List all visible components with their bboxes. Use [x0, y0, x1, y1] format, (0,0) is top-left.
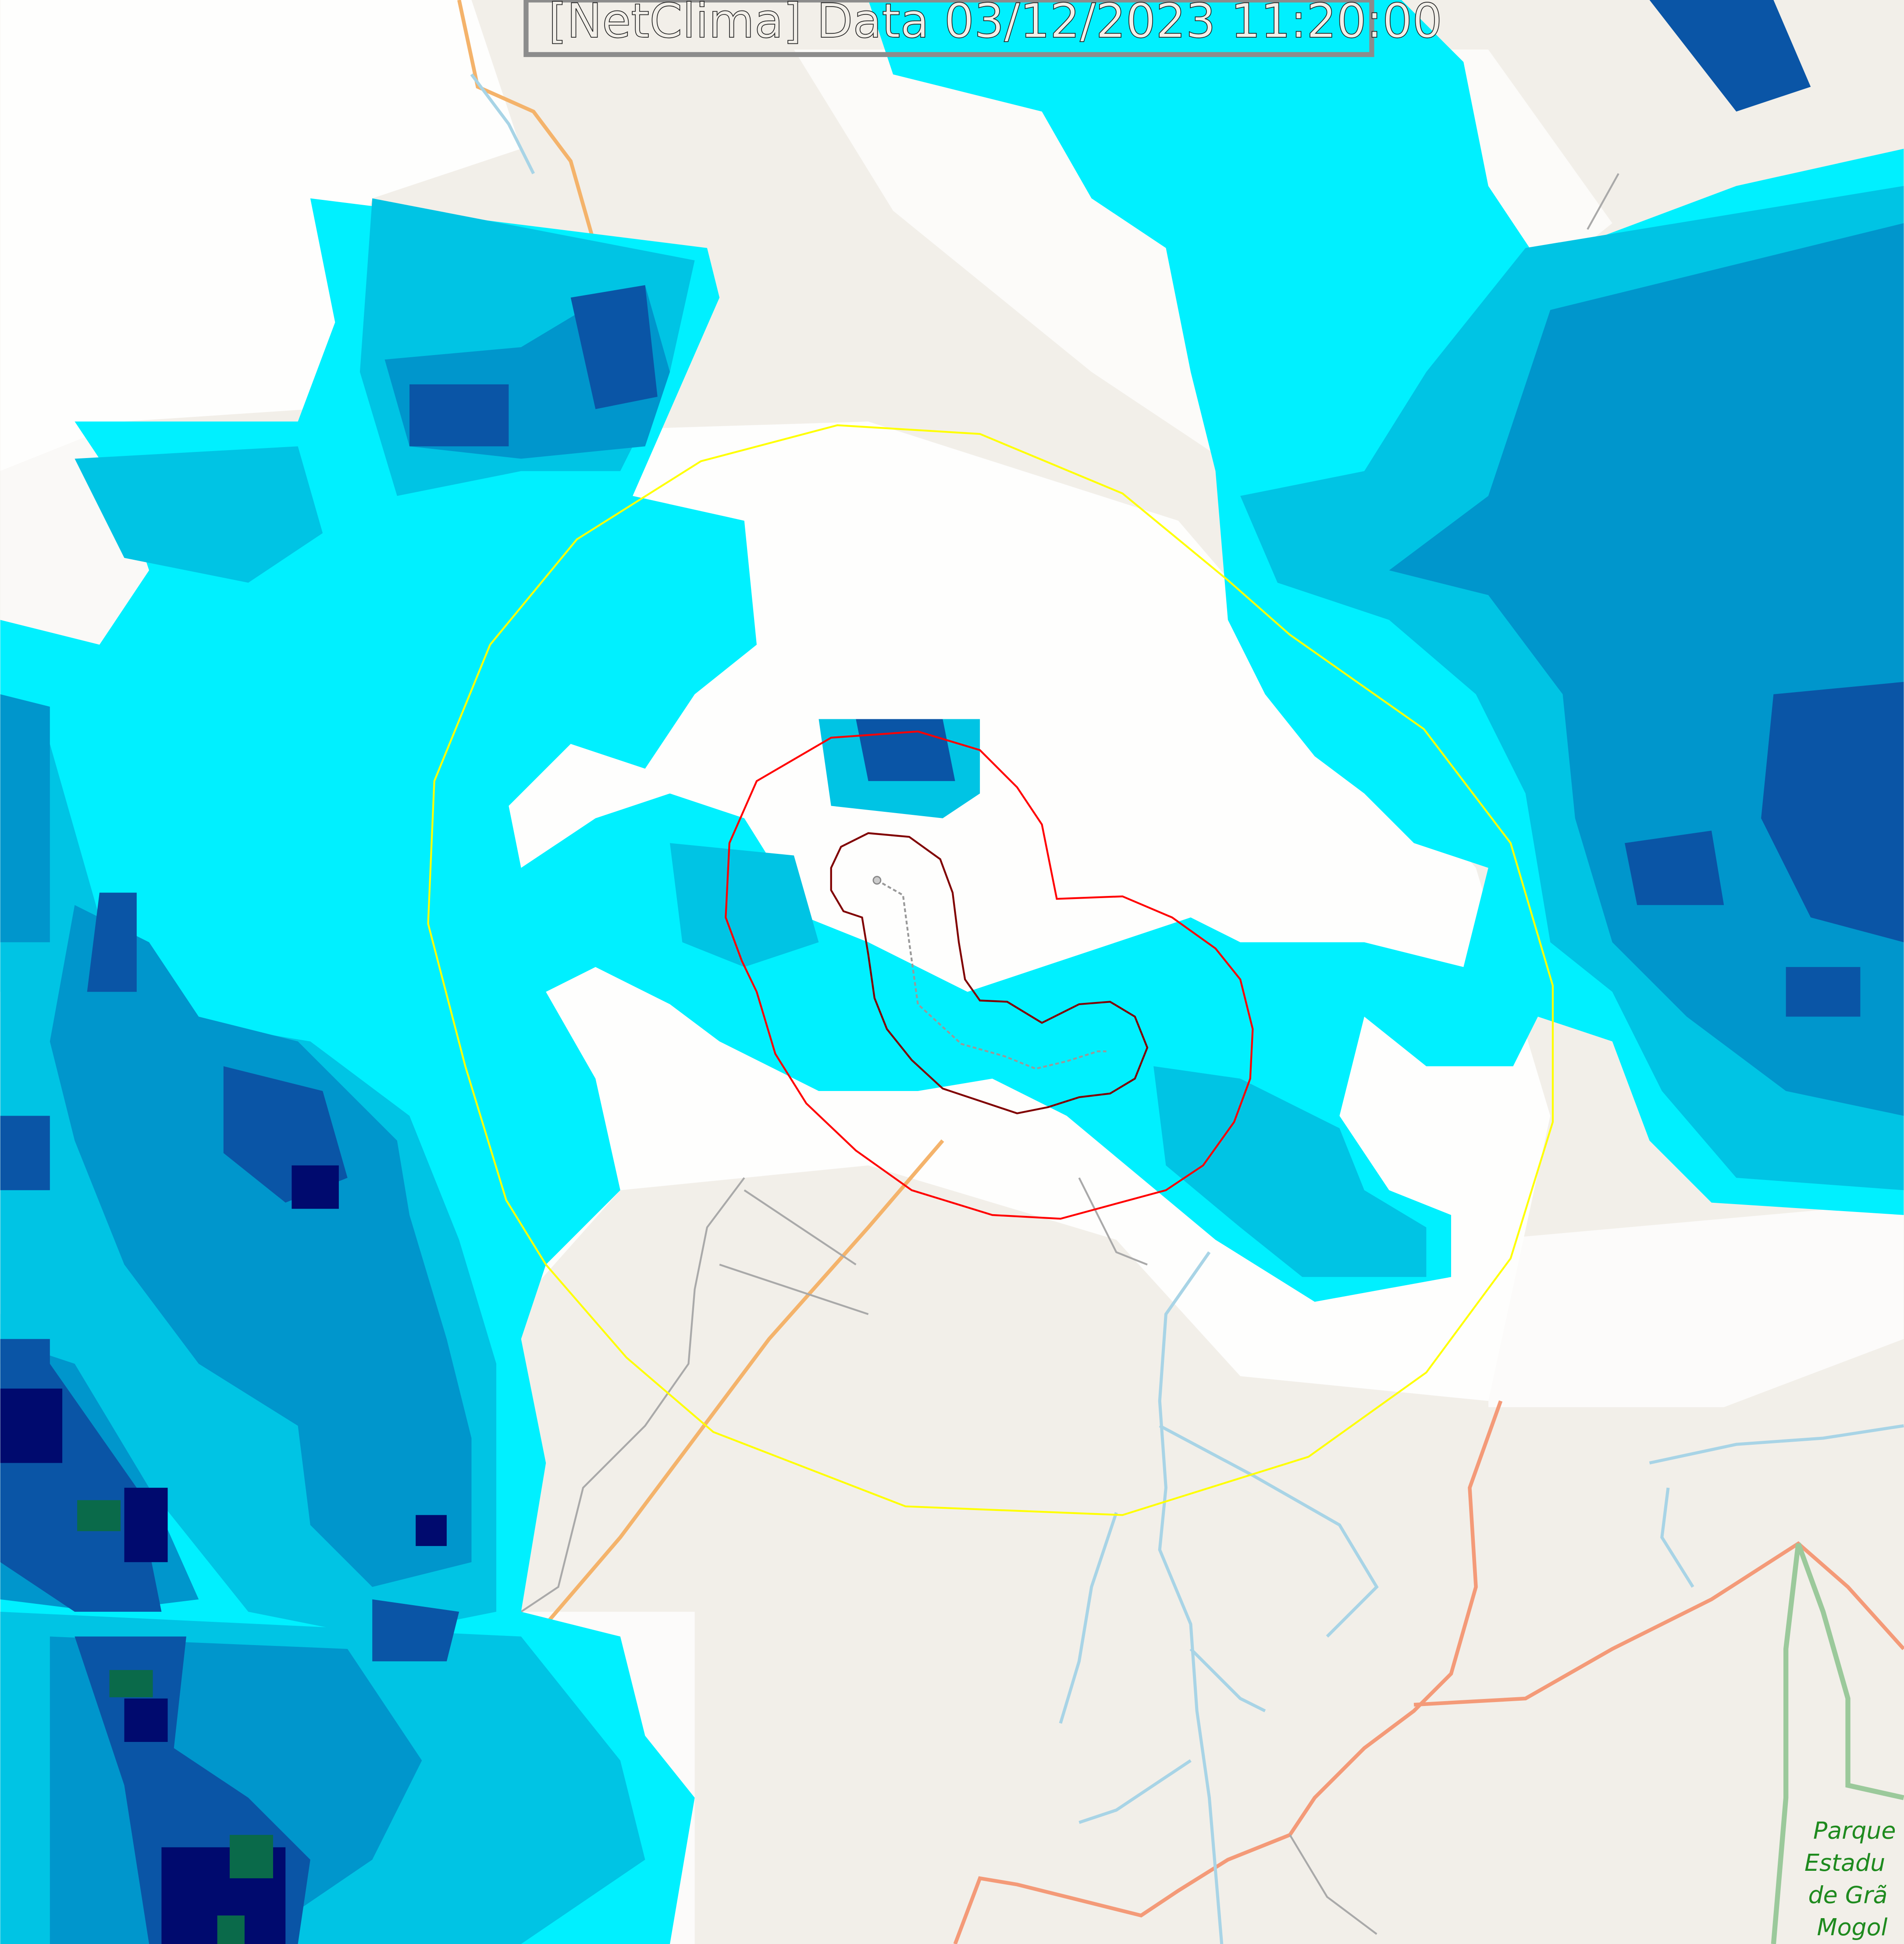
outer-range-ring — [427, 424, 1554, 1516]
storm-track-line — [876, 879, 1107, 1070]
park-boundary — [1771, 1542, 1904, 1944]
park-label: Parque Estadu de Grã Mogol — [1804, 1817, 1896, 1941]
park-label-line-4: Mogol — [1817, 1913, 1887, 1941]
storm-track-start — [872, 876, 882, 885]
title-text: [NetClima] Data 03/12/2023 11:20:00 — [548, 0, 1442, 49]
park-label-line-2: Estadu — [1804, 1849, 1885, 1876]
inner-alert-ring — [725, 730, 1254, 1220]
park-label-line-3: de Grã — [1808, 1881, 1888, 1909]
storm-track-outline — [830, 832, 1149, 1115]
boundary-lines — [520, 173, 1619, 1935]
rivers-layer — [470, 73, 1904, 1944]
title-box: [NetClima] Data 03/12/2023 11:20:00 — [523, 0, 1443, 57]
park-label-line-1: Parque — [1813, 1817, 1896, 1844]
